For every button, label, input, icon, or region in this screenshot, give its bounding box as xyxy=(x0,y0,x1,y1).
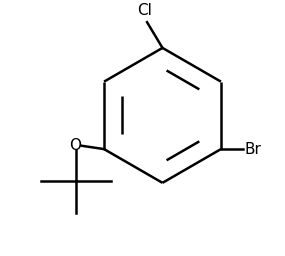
Text: O: O xyxy=(70,138,82,153)
Text: Cl: Cl xyxy=(137,3,152,18)
Text: Br: Br xyxy=(245,142,262,157)
